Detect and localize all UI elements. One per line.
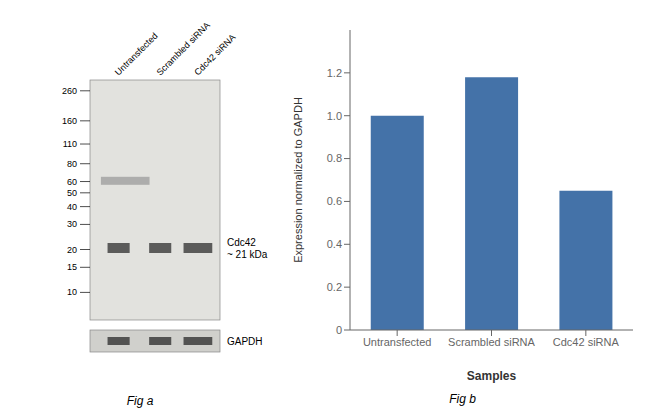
- svg-text:20: 20: [67, 245, 77, 255]
- svg-text:Samples: Samples: [467, 369, 517, 383]
- svg-text:30: 30: [67, 219, 77, 229]
- svg-text:Scrambled siRNA: Scrambled siRNA: [154, 20, 212, 78]
- svg-text:0.4: 0.4: [327, 238, 342, 250]
- svg-text:1.0: 1.0: [327, 110, 342, 122]
- svg-text:Untransfected: Untransfected: [113, 31, 160, 78]
- svg-text:GAPDH: GAPDH: [227, 336, 263, 347]
- svg-text:110: 110: [63, 139, 77, 149]
- svg-text:80: 80: [67, 159, 77, 169]
- svg-text:15: 15: [67, 262, 77, 272]
- svg-text:50: 50: [67, 188, 77, 198]
- svg-text:Fig a: Fig a: [127, 394, 154, 408]
- svg-text:260: 260: [62, 86, 77, 96]
- svg-text:1.2: 1.2: [327, 67, 342, 79]
- svg-text:Cdc42 siRNA: Cdc42 siRNA: [553, 336, 620, 348]
- svg-text:Cdc42 siRNA: Cdc42 siRNA: [192, 32, 237, 77]
- svg-text:40: 40: [67, 202, 77, 212]
- svg-text:60: 60: [67, 177, 77, 187]
- svg-text:Expression normalized to GAPDH: Expression normalized to GAPDH: [292, 97, 304, 263]
- svg-text:0.6: 0.6: [327, 195, 342, 207]
- svg-text:Cdc42~ 21 kDa: Cdc42~ 21 kDa: [227, 237, 268, 260]
- svg-text:Untransfected: Untransfected: [363, 336, 431, 348]
- svg-text:10: 10: [67, 287, 77, 297]
- html-text:Fig b: Fig b: [449, 392, 476, 406]
- svg-text:160: 160: [62, 116, 77, 126]
- svg-text:0.2: 0.2: [327, 281, 342, 293]
- svg-text:0: 0: [336, 324, 342, 336]
- svg-text:0.8: 0.8: [327, 152, 342, 164]
- svg-text:Scrambled siRNA: Scrambled siRNA: [448, 336, 535, 348]
